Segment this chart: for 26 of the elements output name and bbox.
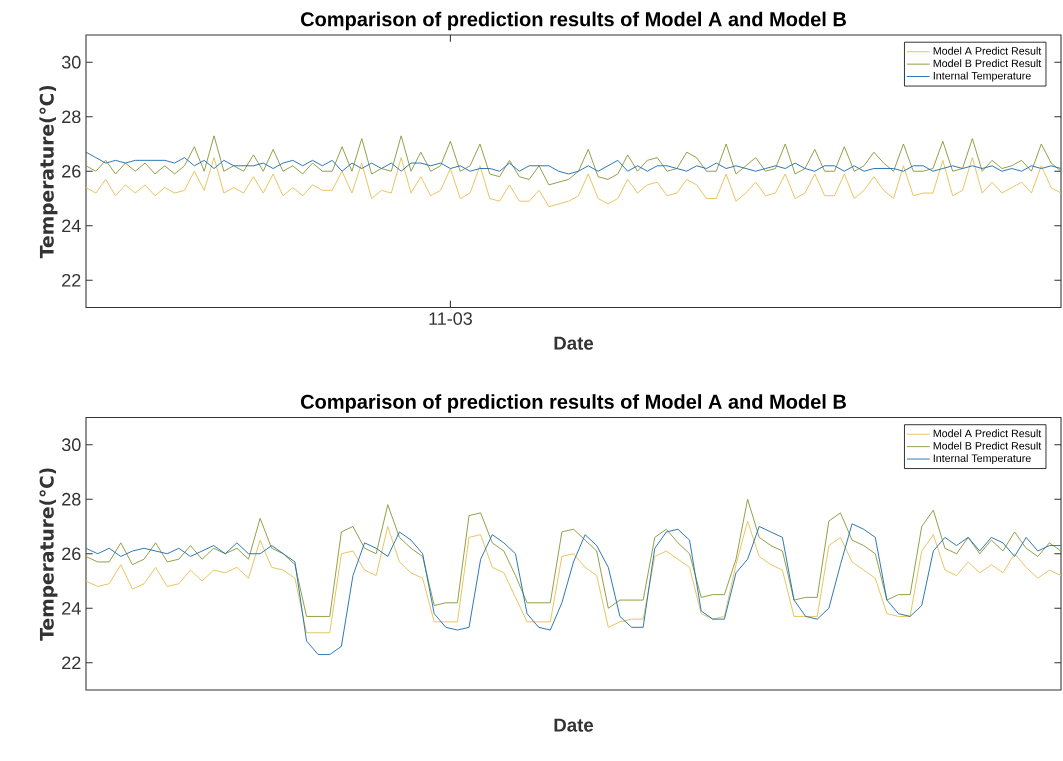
y-axis-title: Temperature(℃) (39, 468, 58, 641)
line-series (86, 157, 1061, 208)
chart-title: Comparison of prediction results of Model A and Model B (300, 394, 846, 413)
legend-label: Model A Predict Result (933, 429, 1042, 438)
line-series (86, 135, 1061, 186)
y-tick-label: 24 (62, 601, 81, 615)
y-tick-label: 28 (62, 110, 81, 124)
y-tick-label: 22 (62, 656, 81, 670)
y-tick-label: 30 (61, 438, 81, 452)
legend-label: Model B Predict Result (933, 59, 1042, 68)
line-series (86, 523, 1061, 656)
y-tick-label: 26 (62, 164, 81, 178)
legend-label: Model A Predict Result (933, 46, 1042, 55)
y-tick-label: 22 (62, 273, 81, 287)
y-tick-label: 28 (62, 492, 81, 506)
y-axis-title: Temperature(℃) (39, 85, 58, 259)
legend-label: Model B Predict Result (933, 441, 1042, 450)
y-tick-label: 30 (61, 55, 81, 69)
legend-label: Internal Temperature (933, 454, 1031, 465)
x-tick-label: 11-03 (429, 312, 472, 325)
x-axis-title: Date (554, 336, 594, 350)
y-tick-label: 24 (62, 219, 81, 233)
legend-label: Internal Temperature (933, 71, 1031, 82)
y-tick-label: 26 (62, 547, 81, 561)
x-axis-title: Date (554, 718, 594, 732)
chart-title: Comparison of prediction results of Model A and Model B (300, 11, 846, 31)
